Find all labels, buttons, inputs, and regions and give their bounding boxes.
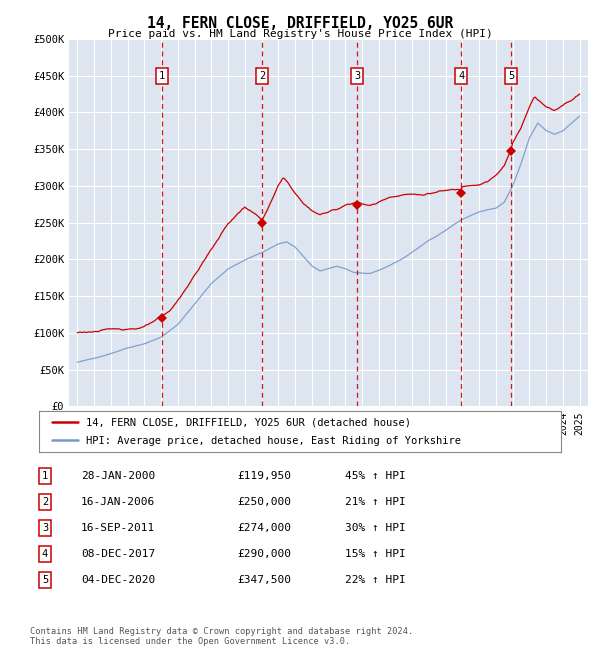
Text: 1: 1 (42, 471, 48, 481)
Text: 08-DEC-2017: 08-DEC-2017 (81, 549, 155, 559)
Text: Price paid vs. HM Land Registry's House Price Index (HPI): Price paid vs. HM Land Registry's House … (107, 29, 493, 38)
Text: 21% ↑ HPI: 21% ↑ HPI (345, 497, 406, 507)
Text: 4: 4 (42, 549, 48, 559)
Text: 5: 5 (42, 575, 48, 585)
Text: HPI: Average price, detached house, East Riding of Yorkshire: HPI: Average price, detached house, East… (86, 436, 461, 447)
Text: 5: 5 (508, 71, 514, 81)
Text: 28-JAN-2000: 28-JAN-2000 (81, 471, 155, 481)
Text: £119,950: £119,950 (237, 471, 291, 481)
Text: 15% ↑ HPI: 15% ↑ HPI (345, 549, 406, 559)
Text: 14, FERN CLOSE, DRIFFIELD, YO25 6UR (detached house): 14, FERN CLOSE, DRIFFIELD, YO25 6UR (det… (86, 417, 411, 427)
Text: £290,000: £290,000 (237, 549, 291, 559)
Text: 16-JAN-2006: 16-JAN-2006 (81, 497, 155, 507)
Text: £347,500: £347,500 (237, 575, 291, 585)
Text: This data is licensed under the Open Government Licence v3.0.: This data is licensed under the Open Gov… (30, 637, 350, 646)
Text: 22% ↑ HPI: 22% ↑ HPI (345, 575, 406, 585)
Text: 16-SEP-2011: 16-SEP-2011 (81, 523, 155, 533)
Text: 3: 3 (354, 71, 360, 81)
Text: 3: 3 (42, 523, 48, 533)
Text: 45% ↑ HPI: 45% ↑ HPI (345, 471, 406, 481)
Text: 2: 2 (259, 71, 265, 81)
Text: £250,000: £250,000 (237, 497, 291, 507)
Text: £274,000: £274,000 (237, 523, 291, 533)
Text: 14, FERN CLOSE, DRIFFIELD, YO25 6UR: 14, FERN CLOSE, DRIFFIELD, YO25 6UR (147, 16, 453, 31)
Text: 30% ↑ HPI: 30% ↑ HPI (345, 523, 406, 533)
Text: 2: 2 (42, 497, 48, 507)
Text: 1: 1 (159, 71, 166, 81)
Text: 04-DEC-2020: 04-DEC-2020 (81, 575, 155, 585)
Text: 4: 4 (458, 71, 464, 81)
Text: Contains HM Land Registry data © Crown copyright and database right 2024.: Contains HM Land Registry data © Crown c… (30, 627, 413, 636)
